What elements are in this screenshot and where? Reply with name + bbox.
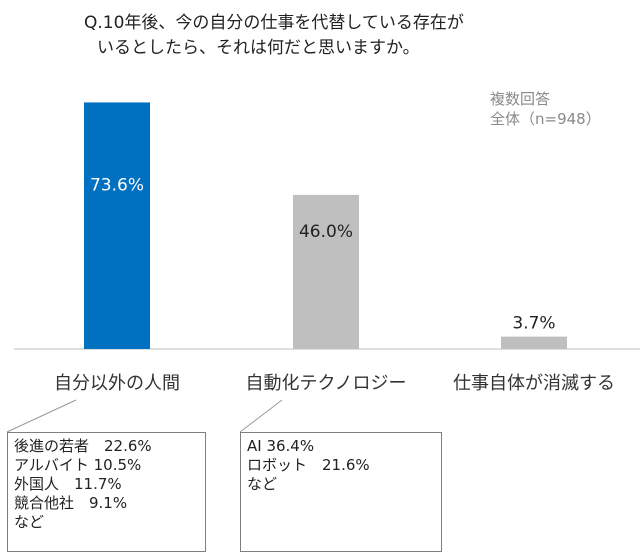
breakdown-box-technology: AI 36.4% ロボット 21.6% など [240,432,442,552]
bar [501,336,567,349]
category-label: 仕事自体が消滅する [453,373,615,394]
note-sample-size: 全体（n=948） [490,110,601,128]
breakdown-line: 後進の若者 22.6% [14,437,152,455]
question-title-line-1: Q.10年後、今の自分の仕事を代替している存在が [84,13,464,33]
breakdown-line: AI 36.4% [247,437,315,455]
breakdown-line: ロボット 21.6% [247,456,370,474]
category-label: 自分以外の人間 [54,373,180,394]
bar [84,102,150,349]
breakdown-line: など [14,513,45,531]
breakdown-line: 競合他社 9.1% [14,494,128,512]
question-title-line-2: いるとしたら、それは何だと思いますか。 [97,38,420,58]
breakdown-line: など [247,475,278,493]
data-label: 73.6% [90,176,144,196]
breakdown-box-human: 後進の若者 22.6% アルバイト 10.5% 外国人 11.7% 競合他社 9… [7,432,206,552]
bar [293,194,359,349]
data-label: 46.0% [299,222,353,242]
callout-connector [6,399,77,433]
data-label: 3.7% [512,314,555,334]
note-multiple-answers: 複数回答 [490,90,551,108]
breakdown-line: アルバイト 10.5% [14,456,142,474]
breakdown-line: 外国人 11.7% [14,475,122,493]
callout-connector [239,399,283,433]
category-label: 自動化テクノロジー [246,373,407,394]
